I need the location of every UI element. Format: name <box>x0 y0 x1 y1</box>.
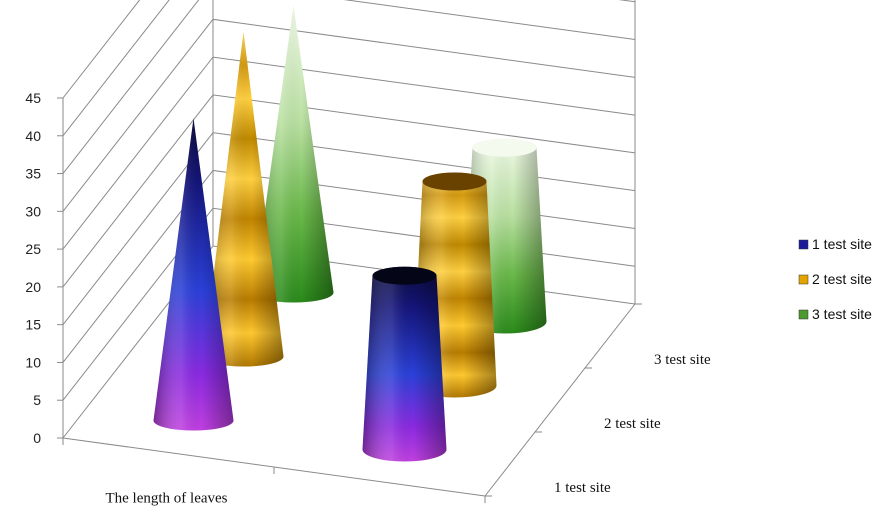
cone-1-test-site-1 <box>153 118 234 431</box>
gridline <box>62 169 636 363</box>
y-tick-label: 25 <box>25 241 41 257</box>
gridline <box>62 0 636 174</box>
cone-shading <box>153 118 234 431</box>
cone-shading <box>203 31 284 367</box>
gridline <box>62 18 636 212</box>
cone-1-test-site-2 <box>362 266 447 462</box>
gridline <box>62 207 636 401</box>
gridline <box>62 0 141 99</box>
y-tick-label: 20 <box>25 279 41 295</box>
gridline <box>62 245 636 439</box>
legend-swatch <box>798 309 809 320</box>
x-tick-label: The length of leaves <box>105 491 227 507</box>
y-tick-label: 0 <box>33 430 41 446</box>
cone-shading <box>253 5 334 303</box>
cone-top <box>372 266 437 285</box>
legend-label: 1 test site <box>812 236 872 252</box>
legend-label: 2 test site <box>812 271 872 287</box>
y-tick-label: 15 <box>25 317 41 333</box>
gridline <box>62 56 636 250</box>
depth-tick-label: 2 test site <box>604 416 661 432</box>
legend-swatch <box>798 274 809 285</box>
legend-label: 3 test site <box>812 306 872 322</box>
gridline <box>62 94 636 288</box>
y-tick-label: 30 <box>25 203 41 219</box>
y-tick-label: 45 <box>25 90 41 106</box>
depth-tick-label: 3 test site <box>654 352 711 368</box>
y-tick-label: 5 <box>33 392 41 408</box>
cone-2-test-site-1 <box>203 31 284 367</box>
y-tick-label: 10 <box>25 354 41 370</box>
gridline <box>62 0 636 137</box>
depth-axis <box>484 303 636 497</box>
cone-top <box>472 138 537 157</box>
y-tick-label: 40 <box>25 128 41 144</box>
cone-top <box>422 172 487 191</box>
legend-swatch <box>798 239 809 250</box>
cone-3-test-site-1 <box>253 5 334 303</box>
gridline <box>62 132 636 325</box>
y-tick-label: 35 <box>25 166 41 182</box>
depth-tick-label: 1 test site <box>554 480 611 496</box>
cone-shading <box>362 266 447 462</box>
